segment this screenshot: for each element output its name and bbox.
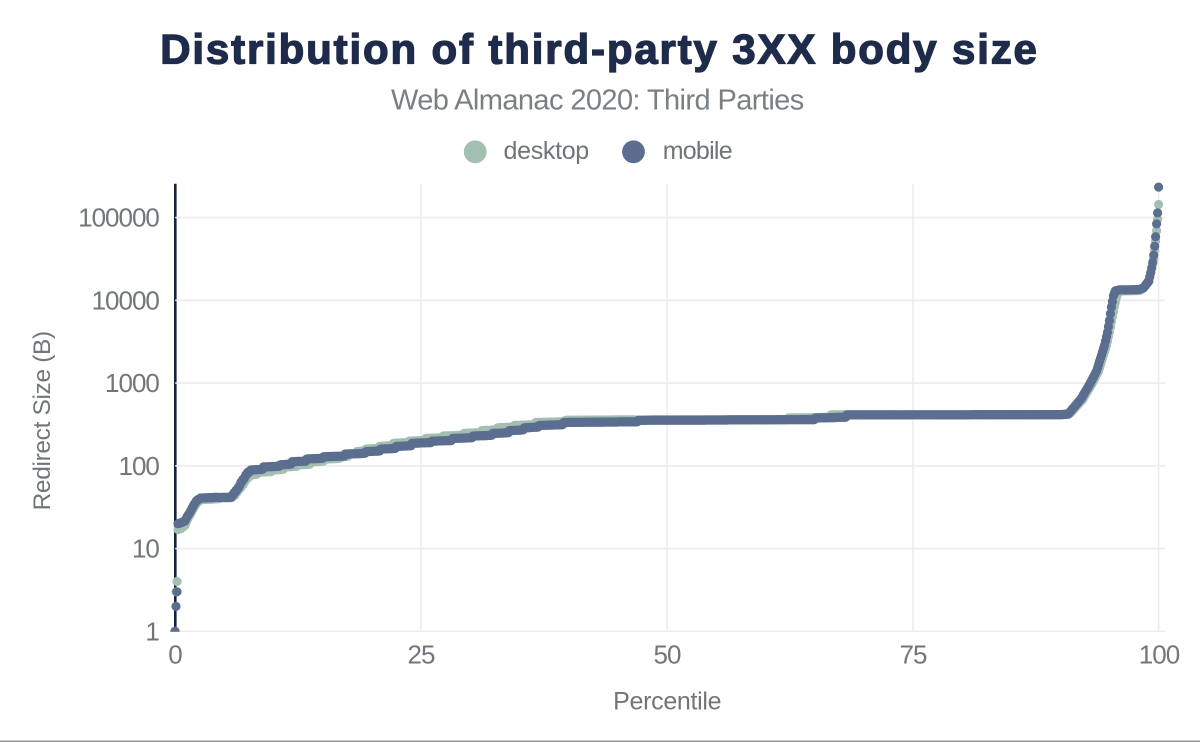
svg-text:0: 0: [168, 639, 182, 669]
svg-text:Percentile: Percentile: [613, 688, 721, 716]
svg-text:100000: 100000: [78, 203, 159, 233]
svg-text:75: 75: [900, 639, 927, 669]
svg-text:desktop: desktop: [504, 137, 589, 165]
svg-text:10000: 10000: [92, 285, 160, 315]
svg-text:Web Almanac 2020: Third Partie: Web Almanac 2020: Third Parties: [391, 85, 804, 117]
svg-text:mobile: mobile: [663, 137, 732, 165]
svg-text:1: 1: [145, 616, 159, 646]
svg-text:Distribution of third-party 3X: Distribution of third-party 3XX body siz…: [160, 26, 1039, 73]
svg-text:10: 10: [132, 534, 159, 564]
svg-text:50: 50: [654, 639, 681, 669]
svg-text:Redirect Size (B): Redirect Size (B): [29, 331, 56, 510]
svg-text:1000: 1000: [105, 368, 159, 398]
svg-text:100: 100: [119, 451, 160, 481]
svg-text:100: 100: [1139, 639, 1180, 669]
svg-text:25: 25: [408, 639, 435, 669]
